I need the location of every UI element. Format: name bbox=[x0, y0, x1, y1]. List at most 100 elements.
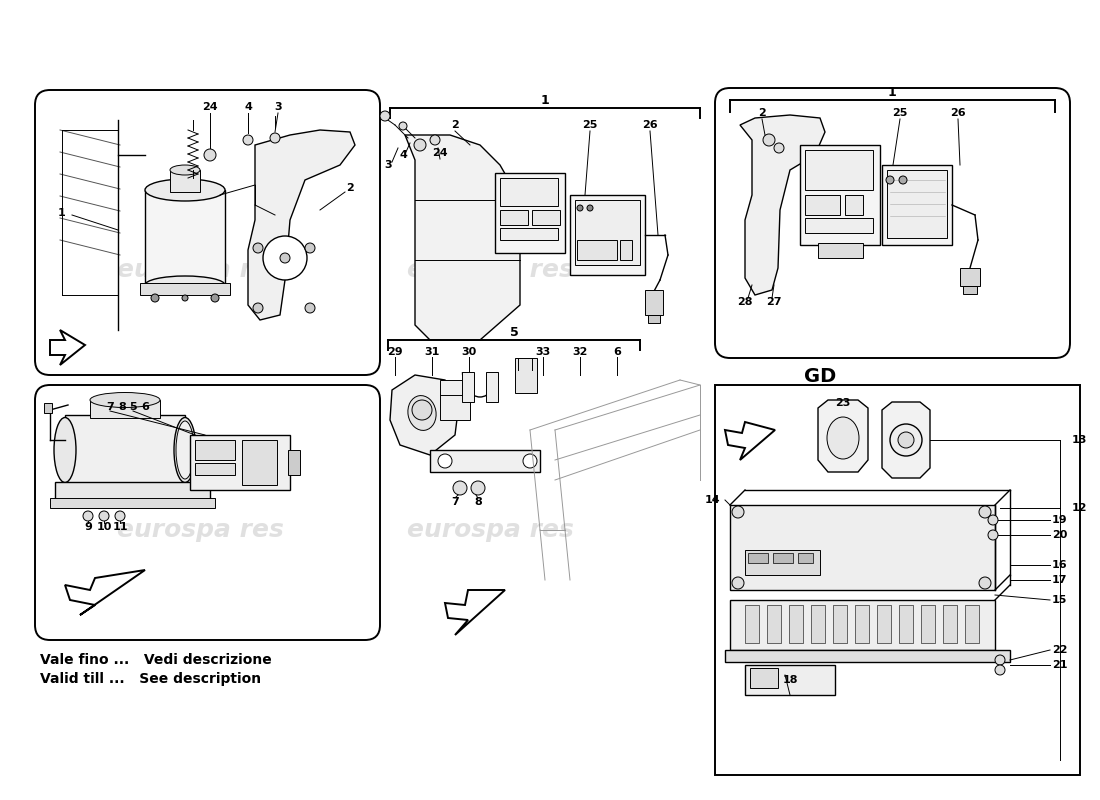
Circle shape bbox=[763, 134, 776, 146]
Bar bbox=[515, 358, 537, 393]
Polygon shape bbox=[65, 570, 145, 615]
Bar bbox=[715, 385, 1080, 775]
Text: 21: 21 bbox=[1052, 660, 1067, 670]
Bar bbox=[845, 195, 864, 215]
Text: 29: 29 bbox=[387, 347, 403, 357]
Ellipse shape bbox=[54, 418, 76, 482]
Circle shape bbox=[99, 511, 109, 521]
Bar bbox=[805, 150, 873, 190]
Text: Vale fino ...   Vedi descrizione: Vale fino ... Vedi descrizione bbox=[40, 653, 272, 667]
Bar bbox=[855, 605, 869, 643]
Text: 24: 24 bbox=[432, 148, 448, 158]
Bar bbox=[65, 415, 185, 485]
Ellipse shape bbox=[145, 179, 226, 201]
Polygon shape bbox=[818, 400, 868, 472]
Circle shape bbox=[211, 294, 219, 302]
Circle shape bbox=[82, 511, 94, 521]
Bar bbox=[570, 195, 645, 275]
Bar bbox=[745, 605, 759, 643]
Text: 1: 1 bbox=[888, 86, 896, 98]
Circle shape bbox=[379, 111, 390, 121]
Polygon shape bbox=[446, 590, 505, 635]
Text: 8: 8 bbox=[118, 402, 125, 412]
Circle shape bbox=[732, 506, 744, 518]
Bar bbox=[965, 605, 979, 643]
Circle shape bbox=[890, 424, 922, 456]
Bar bbox=[242, 440, 277, 485]
Text: 4: 4 bbox=[399, 150, 407, 160]
Circle shape bbox=[979, 506, 991, 518]
Bar bbox=[170, 170, 200, 192]
Text: 27: 27 bbox=[767, 297, 782, 307]
Text: 26: 26 bbox=[950, 108, 966, 118]
Bar bbox=[500, 228, 558, 240]
Ellipse shape bbox=[170, 165, 200, 175]
Text: eurospa res: eurospa res bbox=[117, 258, 284, 282]
Text: 10: 10 bbox=[97, 522, 112, 532]
Bar bbox=[288, 450, 300, 475]
Text: 25: 25 bbox=[582, 120, 597, 130]
Bar bbox=[943, 605, 957, 643]
Circle shape bbox=[204, 149, 216, 161]
Text: 8: 8 bbox=[474, 497, 482, 507]
Bar bbox=[50, 498, 215, 508]
Bar bbox=[430, 450, 540, 472]
Text: 30: 30 bbox=[461, 347, 476, 357]
Bar bbox=[960, 268, 980, 286]
Circle shape bbox=[898, 432, 914, 448]
Bar bbox=[90, 400, 160, 418]
Bar bbox=[462, 372, 474, 402]
Polygon shape bbox=[50, 330, 85, 365]
Circle shape bbox=[979, 577, 991, 589]
Text: 2: 2 bbox=[346, 183, 354, 193]
Text: 3: 3 bbox=[274, 102, 282, 112]
Text: GD: GD bbox=[804, 367, 836, 386]
Circle shape bbox=[253, 303, 263, 313]
Bar bbox=[440, 380, 470, 420]
Circle shape bbox=[471, 481, 485, 495]
Circle shape bbox=[732, 577, 744, 589]
Bar bbox=[55, 482, 210, 500]
Bar bbox=[748, 553, 768, 563]
Ellipse shape bbox=[145, 276, 226, 294]
Polygon shape bbox=[390, 375, 460, 455]
Circle shape bbox=[151, 294, 160, 302]
Bar bbox=[578, 240, 617, 260]
Text: 5: 5 bbox=[509, 326, 518, 338]
Bar bbox=[811, 605, 825, 643]
Bar bbox=[818, 243, 864, 258]
Circle shape bbox=[116, 511, 125, 521]
Ellipse shape bbox=[90, 393, 160, 407]
Text: 3: 3 bbox=[384, 160, 392, 170]
Circle shape bbox=[438, 454, 452, 468]
Circle shape bbox=[280, 253, 290, 263]
Text: 23: 23 bbox=[835, 398, 850, 408]
Polygon shape bbox=[740, 115, 825, 295]
Text: 14: 14 bbox=[704, 495, 720, 505]
Text: 25: 25 bbox=[892, 108, 907, 118]
Circle shape bbox=[988, 515, 998, 525]
Bar bbox=[495, 173, 565, 253]
Circle shape bbox=[522, 454, 537, 468]
Text: 28: 28 bbox=[737, 297, 752, 307]
Bar bbox=[800, 145, 880, 245]
Circle shape bbox=[996, 655, 1005, 665]
Bar bbox=[725, 650, 1010, 662]
Text: eurospa res: eurospa res bbox=[407, 518, 573, 542]
Bar bbox=[745, 665, 835, 695]
Text: 11: 11 bbox=[112, 522, 128, 532]
Circle shape bbox=[305, 303, 315, 313]
Bar bbox=[745, 550, 820, 575]
Bar bbox=[789, 605, 803, 643]
Bar bbox=[500, 210, 528, 225]
Bar bbox=[190, 435, 290, 490]
Circle shape bbox=[243, 135, 253, 145]
Bar bbox=[877, 605, 891, 643]
Bar bbox=[962, 286, 977, 294]
Text: 13: 13 bbox=[1072, 435, 1088, 445]
Text: 22: 22 bbox=[1052, 645, 1067, 655]
Circle shape bbox=[305, 243, 315, 253]
Text: 24: 24 bbox=[202, 102, 218, 112]
Bar bbox=[750, 668, 778, 688]
Text: 4: 4 bbox=[244, 102, 252, 112]
